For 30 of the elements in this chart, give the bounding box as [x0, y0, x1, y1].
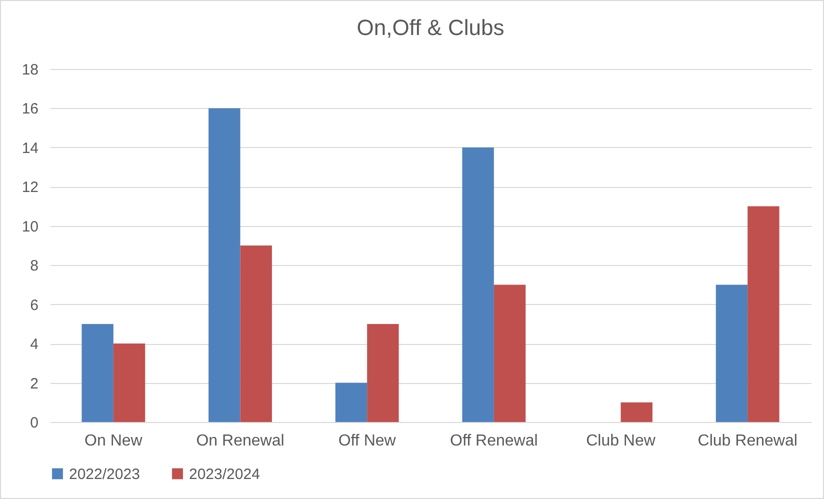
legend-label: 2022/2023	[69, 466, 140, 483]
y-tick-label: 2	[30, 375, 38, 392]
y-tick-label: 16	[22, 100, 38, 118]
x-tick-label: On New	[84, 432, 143, 450]
bar	[620, 402, 652, 422]
y-tick-label: 10	[22, 218, 38, 236]
x-tick-label: Off New	[338, 432, 396, 450]
bar	[240, 246, 272, 422]
bar	[113, 344, 146, 422]
y-tick-label: 8	[30, 258, 38, 275]
bar	[716, 284, 748, 422]
bar	[82, 324, 114, 422]
bar	[748, 206, 780, 422]
bar	[462, 147, 494, 422]
chart-title: On,Off & Clubs	[356, 15, 504, 40]
y-tick-label: 6	[30, 296, 38, 314]
y-tick-label: 0	[30, 414, 38, 432]
bar	[335, 382, 368, 422]
bar	[208, 108, 240, 422]
y-tick-label: 14	[22, 140, 38, 157]
y-tick-label: 4	[30, 336, 38, 354]
bar	[367, 324, 399, 422]
x-tick-label: Club Renewal	[698, 432, 798, 450]
x-tick-label: Off Renewal	[450, 432, 538, 450]
bar	[494, 284, 526, 422]
x-tick-label: Club New	[586, 432, 656, 450]
legend-label: 2023/2024	[189, 466, 260, 483]
x-tick-label: On Renewal	[196, 432, 284, 450]
y-tick-label: 12	[22, 179, 38, 196]
y-tick-label: 18	[22, 62, 38, 78]
